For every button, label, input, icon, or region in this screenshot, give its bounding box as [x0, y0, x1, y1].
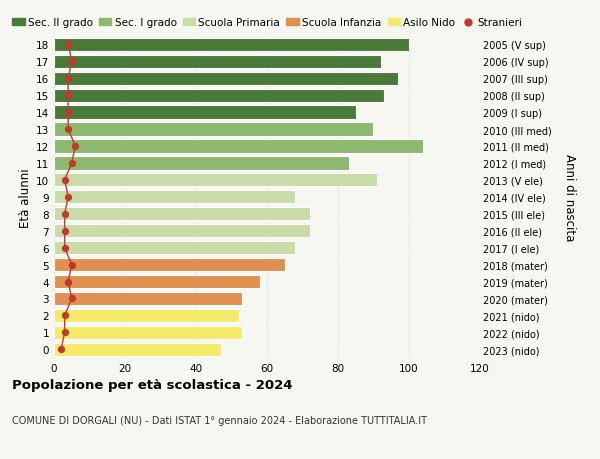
Bar	[54, 241, 295, 255]
Point	[67, 295, 77, 302]
Point	[60, 228, 70, 235]
Bar	[54, 174, 377, 187]
Bar	[54, 90, 384, 102]
Point	[60, 312, 70, 319]
Point	[64, 109, 73, 117]
Y-axis label: Anni di nascita: Anni di nascita	[563, 154, 575, 241]
Point	[64, 75, 73, 83]
Point	[60, 177, 70, 184]
Bar	[54, 157, 349, 170]
Point	[64, 126, 73, 134]
Bar	[54, 224, 310, 238]
Point	[64, 194, 73, 201]
Point	[60, 245, 70, 252]
Bar	[54, 191, 295, 204]
Bar	[54, 73, 398, 85]
Legend: Sec. II grado, Sec. I grado, Scuola Primaria, Scuola Infanzia, Asilo Nido, Stran: Sec. II grado, Sec. I grado, Scuola Prim…	[12, 18, 522, 28]
Bar	[54, 258, 285, 272]
Point	[71, 143, 80, 150]
Point	[64, 92, 73, 100]
Bar	[54, 309, 239, 322]
Bar	[54, 343, 221, 356]
Bar	[54, 56, 380, 69]
Bar	[54, 123, 373, 136]
Bar	[54, 292, 242, 305]
Bar	[54, 106, 356, 119]
Bar	[54, 275, 260, 289]
Point	[67, 58, 77, 66]
Text: COMUNE DI DORGALI (NU) - Dati ISTAT 1° gennaio 2024 - Elaborazione TUTTITALIA.IT: COMUNE DI DORGALI (NU) - Dati ISTAT 1° g…	[12, 415, 427, 425]
Point	[67, 160, 77, 167]
Bar	[54, 39, 409, 52]
Point	[60, 211, 70, 218]
Bar	[54, 140, 423, 153]
Point	[64, 278, 73, 285]
Point	[67, 261, 77, 269]
Point	[64, 41, 73, 49]
Bar	[54, 326, 242, 339]
Point	[60, 329, 70, 336]
Text: Popolazione per età scolastica - 2024: Popolazione per età scolastica - 2024	[12, 379, 293, 392]
Bar	[54, 207, 310, 221]
Point	[56, 346, 66, 353]
Y-axis label: Età alunni: Età alunni	[19, 168, 32, 227]
